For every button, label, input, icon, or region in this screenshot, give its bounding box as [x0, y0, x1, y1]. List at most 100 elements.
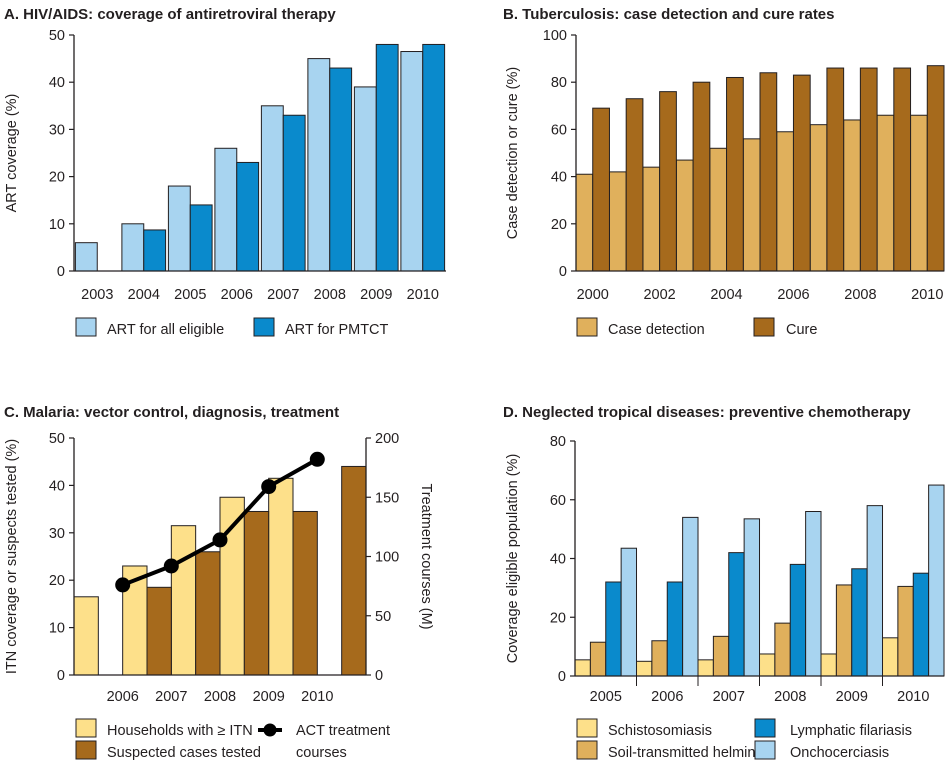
panel-c-y-tick-label: 0	[57, 668, 65, 684]
panel-d-x-tick-label-2008: 2008	[774, 689, 806, 705]
panel-a-legend-swatch	[253, 317, 275, 337]
panel-a-legend-swatch	[75, 317, 97, 337]
panel-d-bar-onchocerciasis-2008	[805, 511, 822, 677]
panel-c-legend-swatch	[75, 718, 97, 738]
panel-a-bar-art-for-pmtct-2009	[375, 43, 399, 272]
panel-a-hiv-art: A. HIV/AIDS: coverage of antiretroviral …	[4, 6, 446, 338]
panel-b-bar-cure-2005	[759, 72, 778, 272]
panel-b-bar-case-detection-2008	[843, 119, 861, 272]
panel-d-x-tick-label-2006: 2006	[651, 689, 683, 705]
panel-a-bar-art-for-all-eligible-2008	[307, 58, 331, 272]
panel-b-x-tick-label-2004: 2004	[710, 287, 742, 303]
panel-c-act-point-2006	[115, 577, 131, 593]
panel-d-legend-label: Schistosomiasis	[608, 723, 712, 739]
panel-d-bar-schistosomiasis-2007	[697, 659, 714, 677]
panel-a-bar-art-for-pmtct-2008	[329, 67, 353, 272]
panel-c-x-tick-label-2007: 2007	[155, 689, 187, 705]
panel-b-x-tick-label-2000: 2000	[577, 287, 609, 303]
panel-c-y-tick-label: 10	[49, 621, 65, 637]
panel-d-y-tick-label: 60	[550, 493, 566, 509]
panel-d-y-tick-label: 80	[550, 434, 566, 450]
panel-c-legend-label-act: courses	[296, 745, 347, 761]
panel-b-bar-cure-2008	[859, 67, 878, 272]
panel-b-bar-cure-2004	[726, 76, 744, 272]
panel-c-y-tick-label: 50	[49, 431, 65, 447]
panel-c-bar-suspected-cases-tested-2009	[292, 510, 318, 676]
panel-c-y-tick-label-right: 0	[375, 668, 383, 684]
panel-b-y-tick-label: 80	[551, 75, 567, 91]
panel-b-y-tick-label: 20	[551, 217, 567, 233]
panel-b-legend-swatch	[753, 317, 775, 337]
panel-b-bar-cure-2003	[692, 81, 711, 272]
panel-d-bar-lymphatic-filariasis-2009	[851, 568, 868, 677]
panel-c-y-tick-label-right: 50	[375, 609, 391, 625]
panel-b-x-tick-label-2008: 2008	[844, 287, 876, 303]
panel-c-bar-suspected-cases-tested-2010	[341, 465, 367, 676]
panel-b-y-tick-label: 0	[559, 264, 567, 280]
panel-a-legend-label: ART for all eligible	[107, 322, 224, 338]
panel-c-x-tick-label-2009: 2009	[253, 689, 285, 705]
panel-b-legend-swatch	[576, 317, 598, 337]
panel-d-bar-lymphatic-filariasis-2007	[728, 552, 745, 677]
panel-d-legend-label: Onchocerciasis	[790, 745, 889, 761]
panel-b-x-tick-label-2006: 2006	[777, 287, 809, 303]
panel-b-y-tick-label: 60	[551, 122, 567, 138]
panel-b-bar-case-detection-2003	[675, 159, 694, 272]
panel-b-title: B. Tuberculosis: case detection and cure…	[503, 6, 835, 23]
panel-c-act-point-2010	[309, 451, 325, 467]
panel-c-malaria: C. Malaria: vector control, diagnosis, t…	[4, 404, 434, 761]
panel-a-x-tick-label-2008: 2008	[314, 287, 346, 303]
panel-c-bar-suspected-cases-tested-2007	[195, 551, 221, 676]
panel-c-y-tick-label: 30	[49, 526, 65, 542]
panel-c-legend-label-act: ACT treatment	[296, 723, 390, 739]
panel-b-bar-case-detection-2009	[876, 114, 895, 272]
panel-a-x-tick-label-2007: 2007	[267, 287, 299, 303]
panel-b-y-tick-label: 100	[543, 28, 567, 44]
panel-a-y-tick-label: 50	[49, 28, 65, 44]
panel-a-bar-art-for-all-eligible-2007	[260, 105, 284, 272]
panel-b-bar-case-detection-2010	[910, 114, 928, 272]
panel-b-bar-case-detection-2001	[608, 171, 627, 272]
panel-c-x-tick-label-2006: 2006	[107, 689, 139, 705]
panel-c-x-tick-label-2010: 2010	[301, 689, 333, 705]
panel-a-y-axis-label: ART coverage (%)	[4, 94, 20, 213]
panel-c-y-tick-label: 20	[49, 573, 65, 589]
panel-b-bar-case-detection-2005	[742, 138, 761, 272]
panel-d-bar-schistosomiasis-2009	[820, 653, 837, 677]
panel-a-bar-art-for-all-eligible-2009	[353, 86, 377, 272]
panel-a-bar-art-for-all-eligible-2006	[214, 147, 238, 272]
panel-b-bar-cure-2010	[926, 65, 945, 272]
panel-d-bar-schistosomiasis-2006	[636, 660, 653, 677]
panel-d-bar-schistosomiasis-2008	[759, 653, 776, 677]
panel-a-y-tick-label: 0	[57, 264, 65, 280]
panel-c-y-axis-label-right: Treatment courses (M)	[418, 483, 434, 629]
panel-c-y-tick-label-right: 100	[375, 550, 399, 566]
panel-d-bar-soil-transmitted-helminths-2008	[774, 622, 791, 677]
panel-d-x-tick-label-2007: 2007	[713, 689, 745, 705]
panel-a-bar-art-for-all-eligible-2003	[74, 242, 98, 272]
panel-b-bar-cure-2007	[826, 67, 845, 272]
panel-a-y-tick-label: 20	[49, 170, 65, 186]
panel-c-legend-swatch	[75, 740, 97, 760]
panel-d-y-axis-label: Coverage eligible population (%)	[505, 454, 521, 664]
panel-d-bar-soil-transmitted-helminths-2009	[835, 584, 853, 677]
panel-b-x-tick-label-2002: 2002	[643, 287, 675, 303]
panel-b-bar-cure-2002	[659, 91, 677, 272]
panel-c-bar-suspected-cases-tested-2008	[243, 510, 270, 676]
panel-c-legend-label: Suspected cases tested	[107, 745, 261, 761]
panel-b-bar-cure-2009	[893, 67, 912, 272]
panel-b-bar-case-detection-2004	[709, 147, 728, 272]
panel-d-bar-schistosomiasis-2010	[882, 637, 899, 677]
panel-b-bar-case-detection-2006	[776, 131, 794, 272]
panel-c-bar-suspected-cases-tested-2006	[146, 586, 172, 676]
panel-b-bar-cure-2006	[792, 74, 811, 272]
panel-c-title: C. Malaria: vector control, diagnosis, t…	[4, 404, 339, 421]
panel-b-bar-case-detection-2007	[809, 124, 828, 272]
panel-c-y-axis-label: ITN coverage or suspects tested (%)	[4, 439, 20, 674]
panel-a-bar-art-for-pmtct-2005	[189, 204, 213, 272]
panel-d-legend-swatch	[576, 740, 598, 760]
panel-c-y-tick-label-right: 200	[375, 431, 399, 447]
panel-d-bar-onchocerciasis-2006	[682, 516, 699, 677]
panel-a-x-tick-label-2009: 2009	[360, 287, 392, 303]
